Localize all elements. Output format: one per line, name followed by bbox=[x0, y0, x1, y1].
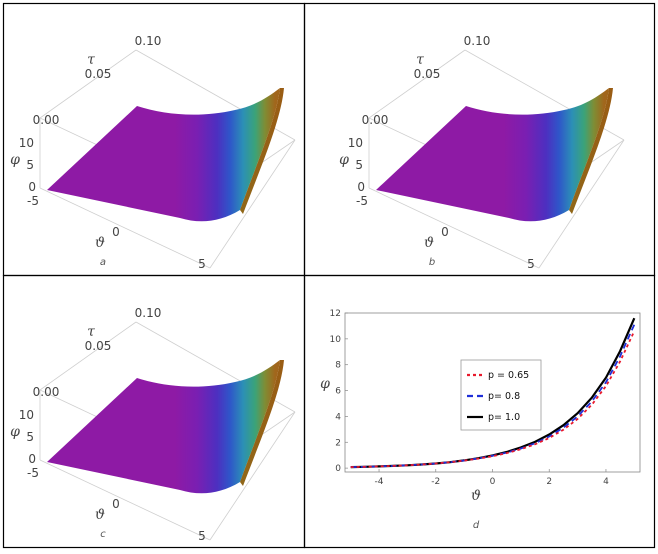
theta-tick-label: -5 bbox=[356, 194, 368, 208]
box-edge bbox=[209, 139, 296, 269]
phi-axis-label: φ bbox=[339, 152, 349, 168]
box-edge bbox=[209, 411, 296, 541]
y-tick-label: 12 bbox=[330, 309, 341, 319]
phi-tick-label: 10 bbox=[19, 408, 34, 422]
series-lines bbox=[350, 317, 636, 469]
phi-tick-label: 10 bbox=[348, 136, 363, 150]
phi-tick-label: 5 bbox=[355, 158, 363, 172]
tau-tick-label: 0.05 bbox=[85, 67, 112, 81]
tau-tick-label: 0.10 bbox=[464, 34, 491, 48]
legend-box bbox=[460, 359, 542, 431]
surface bbox=[47, 360, 280, 494]
theta-tick-label: -5 bbox=[27, 466, 39, 480]
legend-entry: p= 1.0 bbox=[488, 412, 520, 423]
panel-label-b: b bbox=[429, 257, 435, 268]
box-edge bbox=[368, 49, 466, 119]
phi-axis-label: φ bbox=[10, 152, 20, 168]
y-tick-label: 0 bbox=[335, 464, 341, 474]
surface bbox=[47, 88, 280, 222]
surface-edge bbox=[569, 88, 613, 214]
panel-frame-d bbox=[303, 274, 656, 549]
theta-tick-label: 0 bbox=[112, 225, 120, 239]
theta-tick-label: 0 bbox=[112, 497, 120, 511]
tau-tick-label: 0.00 bbox=[362, 113, 389, 127]
box-edge bbox=[39, 321, 137, 391]
surface bbox=[376, 88, 609, 222]
tau-tick-label: 0.10 bbox=[135, 306, 162, 320]
theta-tick-label: -5 bbox=[27, 194, 39, 208]
tau-tick-label: 0.00 bbox=[33, 113, 60, 127]
y-tick-label: 10 bbox=[330, 335, 342, 345]
series-line bbox=[350, 324, 636, 468]
x-tick-label: -2 bbox=[431, 477, 440, 487]
box-edge bbox=[39, 187, 211, 269]
phi-tick-label: 0 bbox=[28, 180, 36, 194]
theta-tick-label: 0 bbox=[441, 225, 449, 239]
phi-tick-label: 5 bbox=[26, 158, 34, 172]
x-tick-label: 2 bbox=[546, 477, 552, 487]
tau-tick-label: 0.00 bbox=[33, 385, 60, 399]
legend-entry: p = 0.65 bbox=[488, 370, 529, 381]
y-tick-label: 8 bbox=[335, 361, 341, 371]
theta-tick-label: 5 bbox=[198, 529, 206, 543]
legend-entry: p= 0.8 bbox=[488, 391, 520, 402]
theta-axis-label: ϑ bbox=[95, 507, 105, 523]
surface-edge bbox=[240, 360, 284, 486]
y-tick-label: 2 bbox=[335, 438, 341, 448]
box-edge bbox=[368, 187, 540, 269]
phi-tick-label: 0 bbox=[357, 180, 365, 194]
surface-edge bbox=[240, 88, 284, 214]
line-plot-d: -4 -2 0 2 4 0 2 4 6 8 10 12 φ ϑ d p = 0.65 p= 0.8 p= … bbox=[320, 309, 641, 531]
tau-tick-label: 0.10 bbox=[135, 34, 162, 48]
x-tick-label: 0 bbox=[490, 477, 496, 487]
phi-tick-label: 5 bbox=[26, 430, 34, 444]
y-axis-label: φ bbox=[320, 376, 330, 392]
tau-axis-label: τ bbox=[87, 52, 95, 68]
panel-label-c: c bbox=[100, 529, 106, 540]
phi-tick-label: 0 bbox=[28, 452, 36, 466]
x-tick-label: 4 bbox=[603, 477, 609, 487]
theta-axis-label: ϑ bbox=[424, 235, 434, 251]
tau-tick-label: 0.05 bbox=[85, 339, 112, 353]
theta-tick-label: 5 bbox=[527, 257, 535, 271]
legend: p = 0.65 p= 0.8 p= 1.0 bbox=[460, 359, 542, 431]
box-edge bbox=[39, 459, 211, 541]
tau-tick-label: 0.05 bbox=[414, 67, 441, 81]
panel-label-a: a bbox=[100, 257, 106, 268]
x-tick-label: -4 bbox=[375, 477, 384, 487]
theta-axis-label: ϑ bbox=[95, 235, 105, 251]
phi-axis-label: φ bbox=[10, 424, 20, 440]
panel-label-d: d bbox=[473, 520, 480, 531]
box-edge bbox=[39, 49, 137, 119]
phi-tick-label: 10 bbox=[19, 136, 34, 150]
y-tick-label: 6 bbox=[335, 387, 341, 397]
tau-axis-label: τ bbox=[416, 52, 424, 68]
tick-labels: -4 -2 0 2 4 0 2 4 6 8 10 12 bbox=[330, 309, 610, 487]
y-tick-label: 4 bbox=[335, 412, 341, 422]
tau-axis-label: τ bbox=[87, 324, 95, 340]
box-edge bbox=[538, 139, 625, 269]
x-axis-label: ϑ bbox=[471, 488, 481, 504]
theta-tick-label: 5 bbox=[198, 257, 206, 271]
